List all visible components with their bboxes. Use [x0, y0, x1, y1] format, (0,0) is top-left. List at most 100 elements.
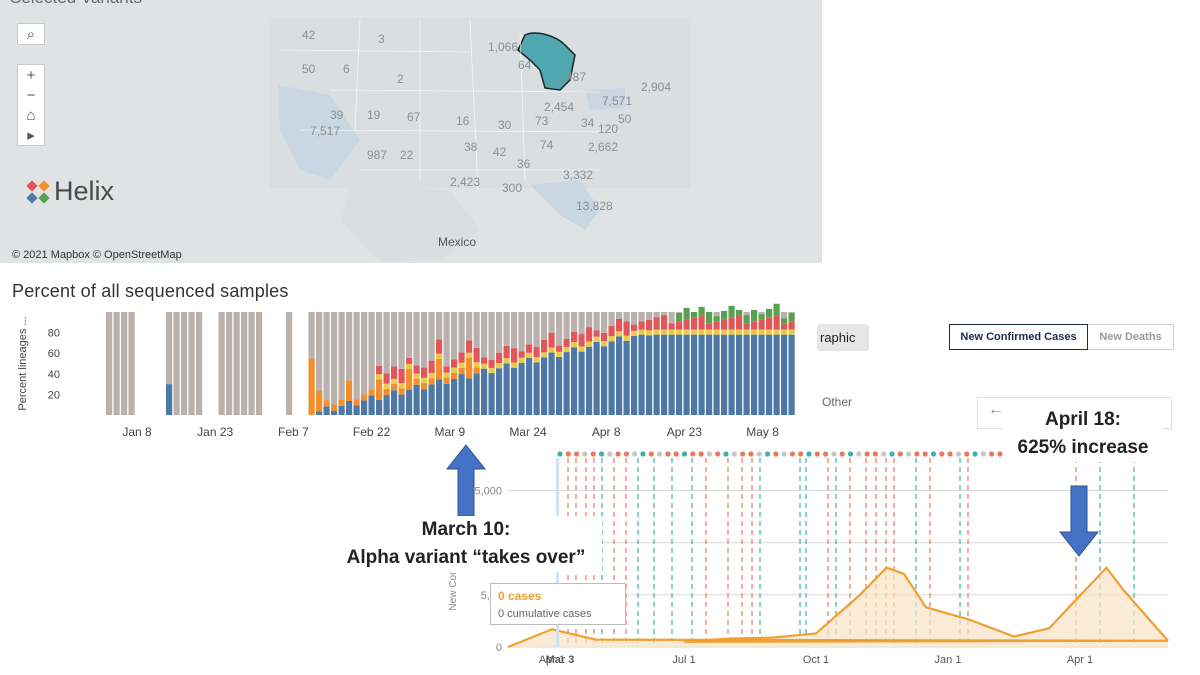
- bar-stack[interactable]: [323, 312, 330, 415]
- event-dot[interactable]: [989, 451, 995, 457]
- tab-new-deaths[interactable]: New Deaths: [1088, 324, 1174, 350]
- event-dot[interactable]: [856, 451, 862, 457]
- event-dot[interactable]: [814, 451, 820, 457]
- event-dot[interactable]: [640, 451, 646, 457]
- zoom-in-icon[interactable]: +: [26, 66, 36, 84]
- event-dot[interactable]: [731, 451, 737, 457]
- bar-stack[interactable]: [548, 312, 555, 415]
- bar-stack[interactable]: [481, 312, 488, 415]
- graphic-button[interactable]: raphic: [817, 324, 869, 351]
- bar-stack[interactable]: [683, 307, 690, 415]
- event-dot[interactable]: [864, 451, 870, 457]
- event-dot[interactable]: [789, 451, 795, 457]
- bar-stack[interactable]: [751, 309, 758, 415]
- bar-stack[interactable]: [743, 312, 750, 415]
- bar-stack[interactable]: [713, 312, 720, 415]
- bar-stack[interactable]: [623, 312, 630, 415]
- event-dot[interactable]: [582, 451, 588, 457]
- variants-stacked-bar-chart[interactable]: 20 40 60 80 Percent lineages ... Jan 8 Jan 23 F…: [0, 300, 830, 445]
- bar-stack[interactable]: [121, 312, 128, 415]
- bar-stack[interactable]: [601, 312, 608, 415]
- event-dot[interactable]: [939, 451, 945, 457]
- bar-stack[interactable]: [511, 312, 518, 415]
- event-dot[interactable]: [930, 451, 937, 457]
- event-dot[interactable]: [632, 451, 638, 457]
- bar-stack[interactable]: [676, 312, 683, 415]
- event-dot[interactable]: [922, 451, 928, 457]
- event-dot[interactable]: [690, 451, 696, 457]
- event-dot[interactable]: [740, 451, 746, 457]
- bar-stack[interactable]: [781, 312, 788, 415]
- bar-stack[interactable]: [316, 312, 323, 415]
- bar-stack[interactable]: [346, 312, 353, 415]
- bar-stack[interactable]: [571, 312, 578, 415]
- bar-stack[interactable]: [563, 312, 570, 415]
- bar-stack[interactable]: [241, 312, 248, 415]
- bar-stack[interactable]: [196, 312, 203, 415]
- bar-stack[interactable]: [653, 312, 660, 415]
- bar-stack[interactable]: [361, 312, 368, 415]
- event-dot[interactable]: [574, 451, 580, 457]
- bar-stack[interactable]: [128, 312, 135, 415]
- bar-stack[interactable]: [106, 312, 113, 415]
- event-dot[interactable]: [698, 451, 704, 457]
- bar-stack[interactable]: [586, 312, 593, 415]
- event-dot[interactable]: [806, 451, 812, 457]
- bar-stack[interactable]: [788, 312, 795, 415]
- us-map[interactable]: [0, 0, 822, 263]
- bar-stack[interactable]: [556, 312, 563, 415]
- bar-stack[interactable]: [503, 312, 510, 415]
- bar-stack[interactable]: [188, 312, 195, 415]
- bar-stack[interactable]: [578, 312, 585, 415]
- event-dot[interactable]: [897, 451, 903, 457]
- bar-stack[interactable]: [353, 312, 360, 415]
- bar-stack[interactable]: [616, 312, 623, 415]
- event-dot[interactable]: [723, 451, 729, 457]
- event-dot[interactable]: [665, 451, 671, 457]
- event-dot[interactable]: [980, 451, 986, 457]
- bar-stack[interactable]: [736, 309, 743, 415]
- bar-stack[interactable]: [773, 303, 780, 415]
- bar-stack[interactable]: [383, 312, 390, 415]
- bar-stack[interactable]: [638, 312, 645, 415]
- bar-stack[interactable]: [398, 312, 405, 415]
- bar-stack[interactable]: [646, 312, 653, 415]
- tab-new-confirmed-cases[interactable]: New Confirmed Cases: [949, 324, 1088, 350]
- event-dot[interactable]: [889, 451, 895, 457]
- bar-stack[interactable]: [421, 312, 428, 415]
- event-dot[interactable]: [648, 451, 654, 457]
- event-dot[interactable]: [673, 451, 679, 457]
- bar-stack[interactable]: [331, 312, 338, 415]
- event-dot[interactable]: [607, 451, 613, 457]
- bar-stack[interactable]: [181, 312, 188, 415]
- bar-stack[interactable]: [766, 308, 773, 415]
- bar-stack[interactable]: [608, 312, 615, 415]
- bar-stack[interactable]: [226, 312, 233, 415]
- bar-stack[interactable]: [661, 312, 668, 415]
- event-dot[interactable]: [706, 451, 712, 457]
- event-dot[interactable]: [773, 451, 779, 457]
- map-attribution[interactable]: © 2021 Mapbox © OpenStreetMap: [12, 249, 182, 261]
- bar-stack[interactable]: [706, 312, 713, 415]
- event-dot[interactable]: [872, 451, 878, 457]
- event-dot[interactable]: [964, 451, 970, 457]
- bar-stack[interactable]: [458, 312, 465, 415]
- event-dot[interactable]: [881, 451, 887, 457]
- home-icon[interactable]: ⌂: [26, 106, 36, 124]
- bar-stack[interactable]: [428, 312, 435, 415]
- bar-stack[interactable]: [451, 312, 458, 415]
- event-dot[interactable]: [557, 451, 563, 457]
- bar-stack[interactable]: [233, 312, 240, 415]
- event-dot[interactable]: [823, 451, 829, 457]
- bar-stack[interactable]: [668, 312, 675, 415]
- event-dot[interactable]: [972, 451, 978, 457]
- bar-stack[interactable]: [218, 312, 225, 415]
- event-dot[interactable]: [781, 451, 787, 457]
- bar-stack[interactable]: [391, 312, 398, 415]
- michigan-highlight[interactable]: [517, 32, 576, 91]
- bar-stack[interactable]: [406, 312, 413, 415]
- bar-stack[interactable]: [728, 305, 735, 415]
- search-button[interactable]: ⌕: [17, 23, 45, 45]
- bar-stack[interactable]: [533, 312, 540, 415]
- event-dot[interactable]: [748, 451, 754, 457]
